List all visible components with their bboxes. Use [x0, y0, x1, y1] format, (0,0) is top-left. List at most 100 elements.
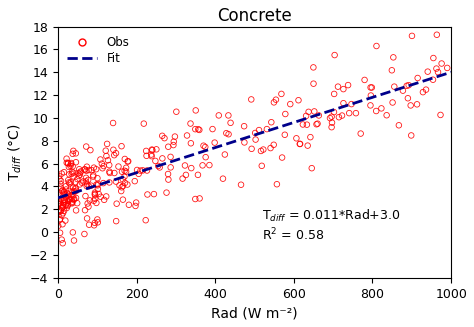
- Text: T$_{diff}$ = 0.011*Rad+3.0
R$^{2}$ = 0.58: T$_{diff}$ = 0.011*Rad+3.0 R$^{2}$ = 0.5…: [263, 207, 401, 243]
- Point: [116, 183, 123, 188]
- Point: [313, 122, 320, 127]
- Point: [152, 158, 159, 164]
- Point: [310, 65, 317, 70]
- Point: [347, 101, 355, 107]
- Point: [85, 204, 92, 209]
- Point: [155, 164, 162, 169]
- Point: [310, 81, 317, 86]
- Point: [122, 165, 130, 170]
- Point: [62, 187, 70, 192]
- Point: [91, 190, 99, 195]
- Point: [57, 208, 64, 213]
- Point: [119, 183, 127, 189]
- Point: [71, 196, 78, 201]
- Point: [255, 128, 263, 133]
- Point: [307, 134, 314, 140]
- Point: [240, 124, 248, 129]
- Point: [70, 197, 78, 202]
- Point: [361, 77, 368, 82]
- Point: [106, 169, 113, 174]
- Point: [206, 163, 213, 168]
- Point: [296, 141, 304, 146]
- Point: [340, 101, 347, 106]
- Point: [251, 130, 259, 136]
- X-axis label: Rad (W m⁻²): Rad (W m⁻²): [211, 306, 298, 320]
- Title: Concrete: Concrete: [217, 7, 292, 25]
- Point: [352, 111, 360, 116]
- Point: [64, 160, 72, 165]
- Point: [59, 241, 66, 246]
- Point: [182, 172, 190, 178]
- Point: [187, 141, 195, 146]
- Point: [79, 179, 87, 184]
- Point: [58, 205, 65, 211]
- Point: [60, 201, 68, 206]
- Point: [57, 179, 65, 184]
- Point: [121, 168, 128, 173]
- Point: [70, 174, 77, 179]
- Point: [55, 201, 63, 206]
- Point: [75, 173, 82, 179]
- Point: [65, 180, 73, 185]
- Point: [77, 169, 84, 174]
- Point: [132, 203, 139, 209]
- Point: [69, 151, 76, 156]
- Point: [83, 184, 91, 189]
- Point: [422, 87, 430, 92]
- Point: [219, 176, 227, 181]
- Point: [438, 61, 446, 66]
- Point: [390, 55, 397, 60]
- Point: [87, 147, 94, 153]
- Point: [142, 148, 150, 154]
- Point: [70, 238, 78, 243]
- Point: [73, 188, 80, 193]
- Point: [334, 84, 342, 89]
- Point: [404, 95, 411, 101]
- Point: [121, 180, 129, 185]
- Point: [314, 121, 321, 126]
- Point: [389, 100, 396, 105]
- Point: [64, 202, 72, 207]
- Point: [407, 103, 414, 108]
- Point: [119, 197, 127, 202]
- Point: [367, 85, 374, 90]
- Point: [305, 109, 312, 114]
- Point: [133, 167, 141, 173]
- Point: [132, 200, 140, 205]
- Point: [125, 159, 132, 164]
- Point: [339, 87, 347, 92]
- Point: [76, 170, 84, 175]
- Point: [94, 183, 101, 188]
- Point: [315, 113, 323, 118]
- Point: [56, 230, 64, 235]
- Point: [196, 196, 203, 201]
- Point: [414, 76, 421, 81]
- Point: [187, 121, 194, 126]
- Point: [72, 180, 79, 185]
- Point: [335, 114, 343, 120]
- Point: [405, 82, 412, 88]
- Point: [78, 180, 86, 185]
- Point: [270, 142, 277, 147]
- Point: [118, 185, 126, 190]
- Point: [64, 203, 72, 209]
- Point: [295, 98, 302, 103]
- Point: [70, 170, 77, 175]
- Point: [278, 155, 286, 160]
- Point: [88, 167, 95, 173]
- Legend: Obs, Fit: Obs, Fit: [64, 32, 133, 69]
- Point: [282, 112, 289, 117]
- Point: [69, 185, 77, 190]
- Point: [67, 160, 75, 165]
- Point: [76, 182, 84, 187]
- Point: [143, 153, 150, 159]
- Point: [68, 192, 75, 198]
- Y-axis label: T$_{diff}$ (°C): T$_{diff}$ (°C): [7, 124, 24, 181]
- Point: [60, 170, 68, 175]
- Point: [143, 168, 151, 173]
- Point: [76, 172, 84, 177]
- Point: [434, 70, 442, 75]
- Point: [103, 141, 111, 146]
- Point: [122, 169, 130, 174]
- Point: [167, 165, 174, 170]
